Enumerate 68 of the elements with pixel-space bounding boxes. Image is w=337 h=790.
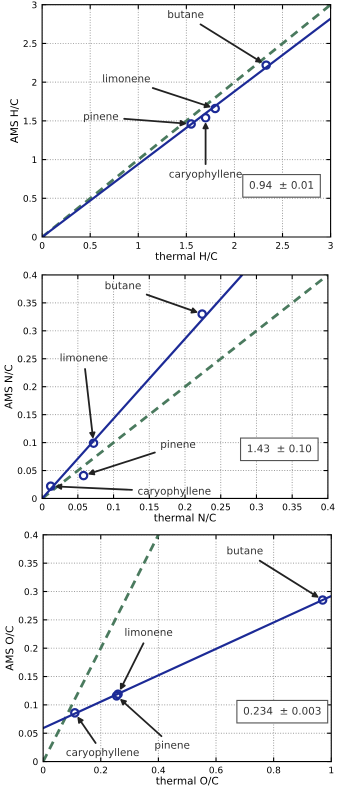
annotation: 1.43 ± 0.10 xyxy=(248,444,312,452)
y-tick-label: 0.2 xyxy=(24,383,36,390)
y-axis-title: AMS N/C xyxy=(4,364,14,409)
x-tick-label: 0 xyxy=(40,766,46,774)
y-tick-label: 0.5 xyxy=(24,195,36,202)
y-tick-label: 0.25 xyxy=(18,355,36,362)
x-tick-label: 0 xyxy=(40,504,44,510)
y-tick-label: 0.1 xyxy=(24,702,38,708)
x-tick-label: 0.3 xyxy=(250,504,263,510)
y-tick-label: 2 xyxy=(32,78,36,86)
x-tick-label: 0 xyxy=(40,242,44,249)
annotation: limonene xyxy=(103,74,150,82)
annotation: limonene xyxy=(60,353,108,362)
y-tick-label: 0.4 xyxy=(24,532,38,538)
y-tick-label: 0.05 xyxy=(18,730,38,737)
x-axis-title: thermal H/C xyxy=(155,252,218,261)
x-axis-title: thermal N/C xyxy=(154,513,216,522)
y-tick-label: 0.3 xyxy=(24,328,37,334)
annotation: butane xyxy=(168,10,204,18)
y-tick-label: 0 xyxy=(33,758,38,766)
annotation: 0.234 ± 0.003 xyxy=(244,706,321,715)
x-tick-label: 0.8 xyxy=(267,766,280,774)
x-tick-label: 2.5 xyxy=(276,242,289,249)
x-tick-label: 0.2 xyxy=(94,766,108,774)
y-tick-label: 3 xyxy=(32,1,37,8)
y-tick-label: 0.4 xyxy=(24,272,37,278)
y-tick-label: 1 xyxy=(32,156,36,164)
y-tick-label: 0.05 xyxy=(18,467,36,474)
annotation: 0.94 ± 0.01 xyxy=(250,181,314,189)
x-tick-label: 0.1 xyxy=(106,504,120,510)
x-tick-label: 0.25 xyxy=(211,504,230,510)
x-tick-label: 0.4 xyxy=(321,504,335,510)
y-tick-label: 0.3 xyxy=(24,588,38,596)
x-tick-label: 2 xyxy=(232,242,236,249)
x-tick-label: 0.15 xyxy=(140,504,159,510)
x-tick-label: 0.2 xyxy=(178,504,192,510)
annotation: caryophyllene xyxy=(169,170,242,180)
annotation: pinene xyxy=(84,112,118,122)
y-tick-label: 0.15 xyxy=(18,673,38,680)
annotation: pinene xyxy=(161,440,196,450)
y-tick-label: 0.35 xyxy=(18,560,38,567)
x-tick-label: 1.5 xyxy=(180,242,193,249)
x-axis-title: thermal O/C xyxy=(156,776,218,786)
x-tick-label: 0.4 xyxy=(152,766,166,774)
y-tick-label: 0.1 xyxy=(24,439,36,446)
annotation: butane xyxy=(227,546,263,554)
y-tick-label: 2.5 xyxy=(24,40,36,48)
y-tick-label: 0.2 xyxy=(24,644,38,652)
y-tick-label: 0.35 xyxy=(18,300,36,306)
y-tick-label: 1.5 xyxy=(24,118,36,124)
annotation: caryophyllene xyxy=(66,748,139,758)
x-tick-label: 0.6 xyxy=(209,766,223,774)
x-tick-label: 0.05 xyxy=(68,504,88,510)
y-tick-label: 0.25 xyxy=(18,616,38,624)
annotation: caryophyllene xyxy=(138,486,211,497)
annotation: butane xyxy=(106,281,141,290)
annotation: limonene xyxy=(125,628,172,636)
y-axis-title: AMS O/C xyxy=(6,626,14,671)
x-tick-label: 1 xyxy=(329,766,334,774)
y-tick-label: 0 xyxy=(32,495,37,502)
x-tick-label: 3 xyxy=(328,242,333,249)
y-axis-title: AMS H/C xyxy=(10,99,19,144)
annotation: pinene xyxy=(155,740,190,751)
x-tick-label: 0.5 xyxy=(84,242,97,249)
y-tick-label: 0.15 xyxy=(18,411,36,418)
x-tick-label: 0.35 xyxy=(282,504,302,510)
y-tick-label: 0 xyxy=(32,234,37,241)
x-tick-label: 1 xyxy=(136,242,140,249)
